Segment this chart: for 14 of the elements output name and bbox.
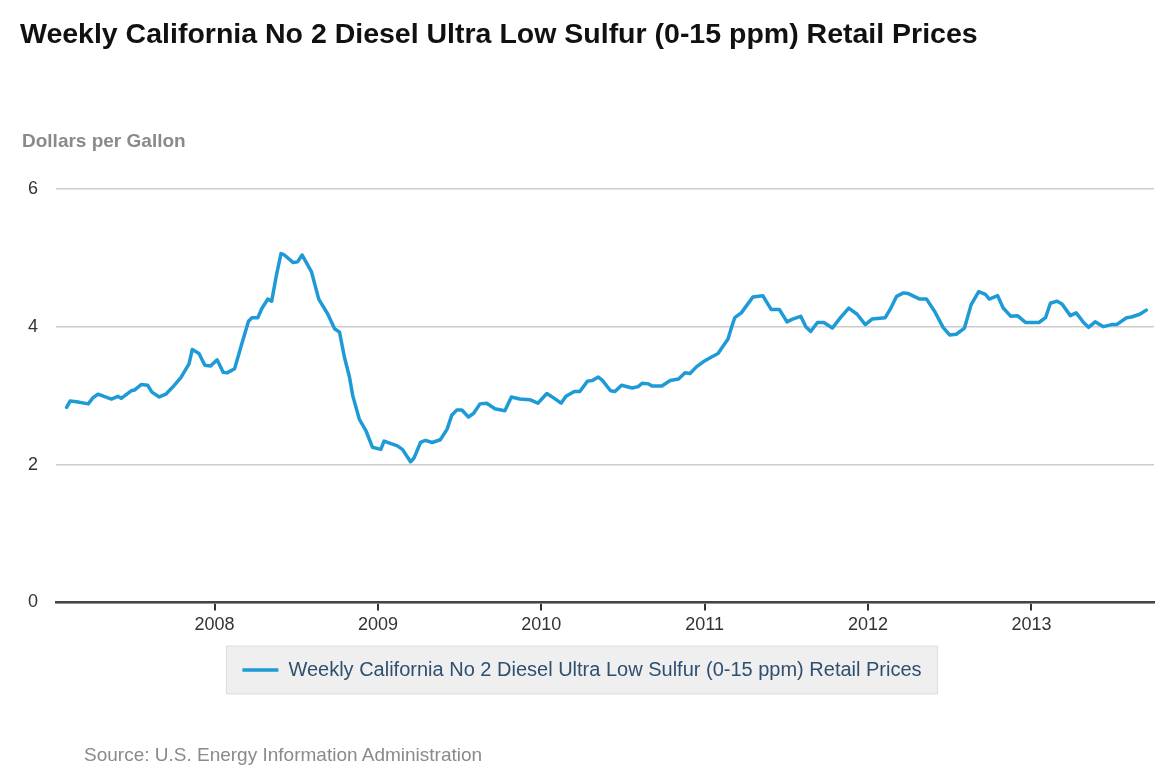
- y-tick-label: 4: [28, 315, 39, 336]
- x-tick-label: 2011: [685, 614, 725, 635]
- y-tick-label: 0: [28, 591, 39, 612]
- x-tick-label: 2008: [194, 614, 235, 635]
- x-tick-label: 2013: [1011, 614, 1052, 635]
- chart-title: Weekly California No 2 Diesel Ultra Low Sulfur (0-15 ppm) Retail Prices: [20, 16, 979, 51]
- x-tick-label: 2010: [521, 614, 562, 635]
- x-tick-label: 2012: [848, 614, 889, 635]
- source-note: Source: U.S. Energy Information Administration: [84, 744, 483, 766]
- y-tick-label: 2: [28, 453, 39, 474]
- legend-label: Weekly California No 2 Diesel Ultra Low Sulfur (0-15 ppm) Retail Prices: [288, 657, 922, 680]
- y-axis-title: Dollars per Gallon: [22, 130, 186, 152]
- x-tick-label: 2009: [357, 614, 398, 635]
- y-tick-label: 6: [28, 177, 39, 198]
